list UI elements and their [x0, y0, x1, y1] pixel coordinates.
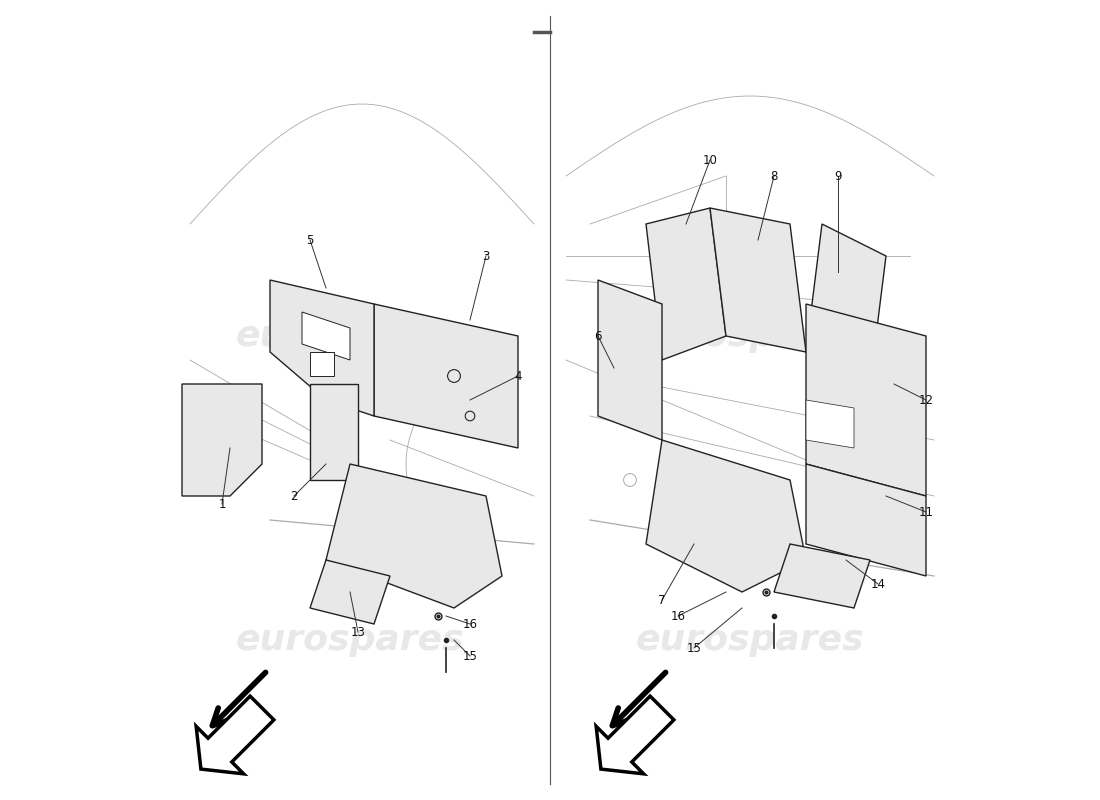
Text: 5: 5 [306, 234, 313, 246]
Polygon shape [646, 440, 806, 592]
Text: 8: 8 [770, 170, 778, 182]
Polygon shape [310, 384, 358, 480]
Polygon shape [806, 304, 926, 496]
Text: 6: 6 [594, 330, 602, 342]
Polygon shape [596, 696, 674, 774]
Polygon shape [598, 280, 662, 440]
Text: 15: 15 [686, 642, 702, 654]
Polygon shape [774, 544, 870, 608]
Text: 16: 16 [671, 610, 685, 622]
Text: 7: 7 [658, 594, 666, 606]
Text: eurospares: eurospares [235, 623, 464, 657]
Text: 9: 9 [834, 170, 842, 182]
Text: 14: 14 [870, 578, 886, 590]
Polygon shape [710, 208, 806, 352]
Text: eurospares: eurospares [636, 623, 865, 657]
Polygon shape [310, 352, 334, 376]
Text: eurospares: eurospares [235, 319, 464, 353]
Text: 4: 4 [515, 370, 521, 382]
Text: 3: 3 [482, 250, 490, 262]
Text: 12: 12 [918, 394, 934, 406]
Polygon shape [182, 384, 262, 496]
Text: 10: 10 [703, 154, 717, 166]
Polygon shape [806, 224, 886, 384]
Polygon shape [326, 464, 502, 608]
Polygon shape [196, 696, 274, 774]
Polygon shape [310, 560, 390, 624]
Text: 11: 11 [918, 506, 934, 518]
Polygon shape [806, 400, 854, 448]
Text: 1: 1 [218, 498, 226, 510]
Polygon shape [374, 304, 518, 448]
Polygon shape [270, 280, 374, 416]
Text: 15: 15 [463, 650, 477, 662]
Text: eurospares: eurospares [636, 319, 865, 353]
Text: 13: 13 [351, 626, 365, 638]
Polygon shape [302, 312, 350, 360]
Text: 2: 2 [290, 490, 298, 502]
Text: 16: 16 [462, 618, 477, 630]
Polygon shape [806, 464, 926, 576]
Polygon shape [646, 208, 726, 360]
